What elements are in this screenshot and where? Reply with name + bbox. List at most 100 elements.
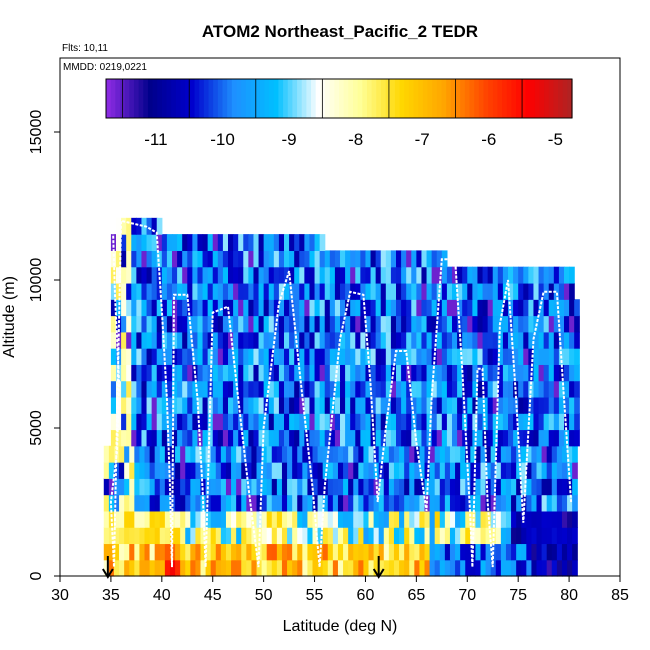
heatmap-cell: [541, 527, 548, 545]
heatmap-cell: [343, 462, 349, 479]
heatmap-cell: [238, 266, 244, 284]
heatmap-cell: [385, 364, 392, 382]
colorbar-segment: [366, 79, 373, 118]
heatmap-cell: [444, 559, 451, 577]
heatmap-cell: [401, 348, 407, 365]
heatmap-cell: [355, 413, 361, 431]
heatmap-cell: [409, 494, 415, 512]
heatmap-cell: [202, 413, 209, 431]
heatmap-cell: [103, 478, 110, 496]
heatmap-cell: [294, 429, 300, 447]
heatmap-cell: [210, 462, 217, 479]
heatmap-cell: [348, 543, 354, 561]
heatmap-cell: [149, 559, 156, 577]
x-tick-label: 45: [204, 587, 222, 604]
heatmap-cell: [327, 478, 334, 496]
heatmap-cell: [166, 348, 173, 365]
heatmap-cell: [202, 299, 209, 317]
heatmap-cell: [436, 331, 443, 349]
heatmap-cell: [518, 299, 524, 317]
heatmap-cell: [309, 250, 316, 268]
heatmap-cell: [273, 348, 280, 365]
heatmap-cell: [327, 559, 334, 577]
heatmap-cell: [558, 315, 565, 333]
heatmap-cell: [175, 559, 181, 577]
heatmap-cell: [273, 234, 280, 251]
heatmap-cell: [452, 413, 458, 431]
heatmap-cell: [312, 543, 319, 561]
heatmap-cell: [177, 234, 183, 251]
x-tick-label: 70: [458, 587, 476, 604]
heatmap-cell: [564, 380, 570, 398]
heatmap-cell: [124, 527, 130, 545]
heatmap-cell: [207, 364, 214, 382]
heatmap-cell: [574, 413, 580, 431]
colorbar-segment: [152, 79, 158, 118]
heatmap-cell: [452, 348, 458, 365]
heatmap-cell: [523, 282, 529, 300]
heatmap-cell: [431, 282, 438, 300]
heatmap-cell: [401, 299, 407, 317]
heatmap-cell: [508, 396, 514, 414]
heatmap-cell: [121, 282, 127, 300]
heatmap-cell: [166, 364, 173, 382]
heatmap-cell: [121, 250, 127, 268]
heatmap-cell: [324, 364, 331, 382]
heatmap-cell: [182, 364, 188, 382]
heatmap-cell: [113, 543, 120, 561]
heatmap-cell: [302, 559, 309, 577]
heatmap-cell: [166, 413, 173, 431]
heatmap-cell: [156, 429, 163, 447]
heatmap-cell: [192, 396, 199, 414]
heatmap-cell: [500, 494, 507, 512]
heatmap-cell: [411, 250, 417, 268]
heatmap-cell: [511, 543, 517, 561]
heatmap-cell: [253, 282, 260, 300]
heatmap-cell: [212, 348, 219, 365]
heatmap-cell: [151, 364, 158, 382]
heatmap-cell: [151, 234, 158, 251]
heatmap-cell: [401, 413, 407, 431]
heatmap-cell: [136, 348, 143, 365]
heatmap-cell: [399, 559, 405, 577]
heatmap-cell: [217, 282, 224, 300]
heatmap-cell: [319, 250, 326, 268]
heatmap-cell: [256, 559, 263, 577]
heatmap-cell: [141, 413, 148, 431]
colorbar-segment: [287, 79, 293, 118]
heatmap-cell: [457, 315, 463, 333]
heatmap-cell: [436, 250, 443, 268]
colorbar-segment: [418, 79, 424, 118]
heatmap-cell: [401, 266, 407, 284]
heatmap-cell: [161, 380, 168, 398]
heatmap-cell: [119, 559, 125, 577]
heatmap-cell: [294, 282, 300, 300]
heatmap-cell: [558, 429, 565, 447]
heatmap-cell: [492, 413, 499, 431]
heatmap-cell: [319, 429, 326, 447]
heatmap-cell: [487, 429, 494, 447]
heatmap-cell: [134, 445, 141, 463]
heatmap-cell: [441, 413, 448, 431]
heatmap-cell: [110, 266, 117, 284]
heatmap-cell: [348, 559, 354, 577]
heatmap-cell: [334, 380, 341, 398]
heatmap-cell: [406, 299, 412, 317]
heatmap-cell: [299, 234, 305, 251]
heatmap-cell: [434, 559, 441, 577]
heatmap-cell: [546, 462, 553, 479]
heatmap-cell: [490, 478, 497, 496]
heatmap-cell: [273, 413, 280, 431]
heatmap-cell: [396, 364, 402, 382]
heatmap-cell: [536, 494, 543, 512]
heatmap-cell: [207, 282, 214, 300]
heatmap-cell: [119, 445, 125, 463]
heatmap-cell: [345, 364, 351, 382]
heatmap-cell: [569, 429, 575, 447]
heatmap-cell: [220, 510, 227, 528]
heatmap-cell: [334, 266, 341, 284]
heatmap-cell: [126, 234, 132, 251]
heatmap-cell: [156, 234, 163, 251]
heatmap-cell: [460, 445, 466, 463]
